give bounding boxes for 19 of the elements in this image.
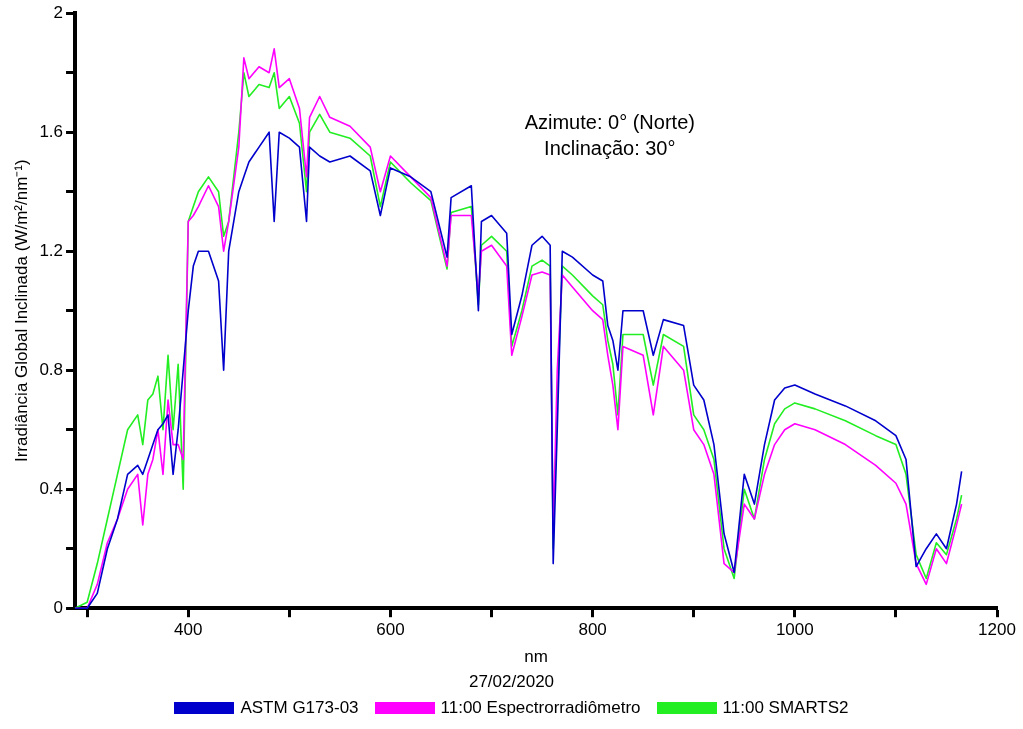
y-tick-label: 2 — [53, 2, 64, 22]
y-tick-label: 0.8 — [39, 359, 64, 379]
x-tick-label: 1200 — [978, 620, 1016, 640]
legend-title: 27/02/2020 — [467, 672, 556, 692]
y-tick-label: 0.4 — [39, 478, 64, 498]
legend-label: ASTM G173-03 — [240, 698, 359, 718]
legend-label: 11:00 SMARTS2 — [722, 698, 849, 718]
y-axis-title: Irradiância Global Inclinada (W/m²/nm⁻¹) — [11, 159, 31, 463]
x-tick-label: 400 — [174, 620, 203, 640]
y-tick-label: 0 — [53, 597, 64, 617]
x-axis-title: nm — [524, 647, 548, 667]
annotation: Inclinação: 30° — [544, 136, 676, 159]
x-tick-label: 600 — [376, 620, 405, 640]
y-tick-label: 1.6 — [39, 121, 64, 141]
y-tick-label: 1.2 — [39, 240, 64, 260]
legend-label: 11:00 Espectrorradiômetro — [440, 698, 641, 718]
x-tick-label: 800 — [578, 620, 607, 640]
x-tick-label: 1000 — [775, 620, 814, 640]
annotation: Azimute: 0° (Norte) — [524, 110, 695, 133]
